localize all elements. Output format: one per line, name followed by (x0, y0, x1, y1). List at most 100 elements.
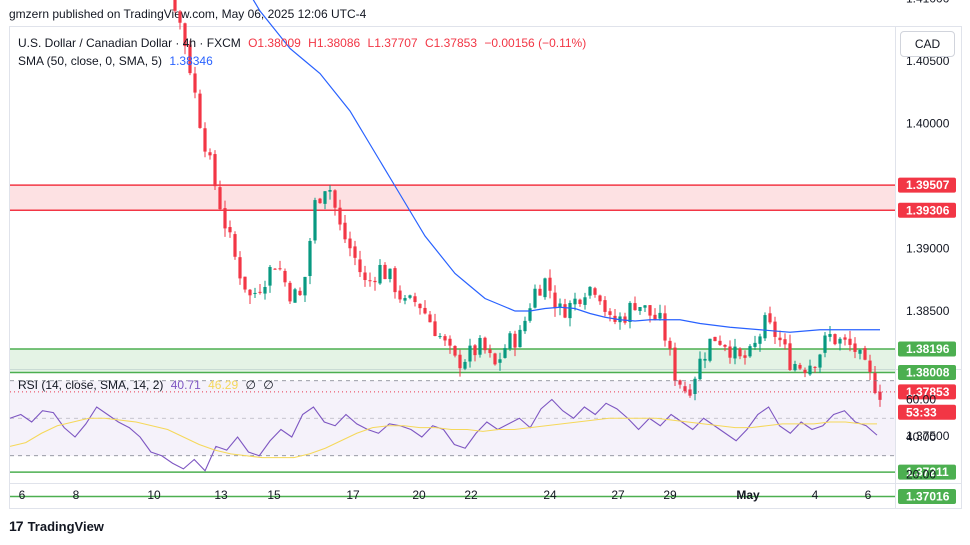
candle-body (283, 270, 287, 283)
candle-body (458, 354, 462, 369)
time-tick-label: 13 (214, 488, 228, 502)
close-value: C1.37853 (424, 36, 477, 50)
footer-brand: 17 TradingView (9, 518, 104, 534)
candle-body (878, 391, 882, 400)
candle-body (258, 291, 262, 293)
candle-body (493, 353, 497, 365)
zone-fill-1 (10, 349, 895, 373)
price-label-box (898, 404, 956, 420)
candle-body (848, 338, 852, 345)
candle-body (828, 334, 832, 337)
symbol-title[interactable]: U.S. Dollar / Canadian Dollar · 4h · FXC… (18, 36, 241, 50)
candle-body (648, 305, 652, 316)
candle-body (293, 289, 297, 303)
candle-body (523, 320, 527, 332)
candle-body (338, 207, 342, 225)
candle-body (838, 338, 842, 344)
currency-button[interactable]: CAD (900, 31, 955, 57)
candle-body (698, 358, 702, 380)
price-label-box (898, 464, 956, 480)
candle-body (413, 296, 417, 303)
candle-body (438, 336, 442, 338)
rsi-ma-value: 46.29 (208, 378, 239, 392)
candle-body (708, 338, 712, 361)
candle-body (188, 44, 192, 74)
candle-body (528, 308, 532, 321)
candle-body (388, 268, 392, 279)
price-label-text: 1.38196 (906, 342, 950, 356)
legend-line-1: U.S. Dollar / Canadian Dollar · 4h · FXC… (18, 34, 586, 52)
candle-body (873, 373, 877, 394)
rsi-label[interactable]: RSI (14, close, SMA, 14, 2) (18, 378, 164, 392)
candle-body (658, 312, 662, 319)
candle-body (488, 349, 492, 354)
price-label-text: 1.37211 (906, 465, 949, 479)
candle-body (428, 314, 432, 323)
price-label-box (898, 341, 956, 357)
main-legend: U.S. Dollar / Canadian Dollar · 4h · FXC… (18, 34, 586, 70)
price-label-text: 1.39306 (906, 203, 950, 217)
candle-body (448, 338, 452, 346)
candle-body (638, 306, 642, 311)
candle-body (313, 200, 317, 241)
candle-body (758, 336, 762, 344)
candle-body (513, 333, 517, 348)
candle-body (318, 198, 322, 204)
candle-body (833, 334, 837, 345)
price-tick-label: 1.40000 (906, 117, 950, 131)
rsi-extra-2: ∅ (263, 378, 274, 392)
candle-body (743, 355, 747, 358)
candle-body (543, 278, 547, 298)
chart-frame[interactable] (9, 26, 962, 509)
candle-body (853, 343, 857, 352)
candle-body (468, 345, 472, 362)
candle-body (278, 268, 282, 270)
candle-body (748, 346, 752, 357)
candle-body (473, 345, 477, 356)
candle-body (408, 295, 412, 298)
sma-label[interactable]: SMA (50, close, 0, SMA, 5) (18, 54, 163, 68)
price-tick-label: 1.37500 (906, 429, 950, 443)
price-tick-label: 1.38500 (906, 304, 950, 318)
candle-body (403, 298, 407, 301)
candle-body (503, 348, 507, 358)
sma-value: 1.38346 (169, 54, 213, 68)
price-label-text: 53:33 (906, 405, 937, 419)
price-label-box (898, 365, 956, 380)
candle-body (538, 288, 542, 296)
candle-body (548, 277, 552, 291)
candle-body (193, 73, 197, 93)
price-label-box (898, 489, 956, 504)
price-label-text: 1.38008 (906, 366, 950, 380)
rsi-legend: RSI (14, close, SMA, 14, 2) 40.71 46.29 … (18, 378, 274, 392)
time-tick-label: 10 (147, 488, 161, 502)
candle-body (323, 191, 327, 204)
candle-body (568, 302, 572, 319)
candle-body (858, 349, 862, 354)
candle-body (443, 336, 447, 341)
candle-body (298, 290, 302, 296)
candle-body (308, 240, 312, 277)
candle-body (808, 365, 812, 375)
legend-line-2: SMA (50, close, 0, SMA, 5) 1.38346 (18, 52, 586, 70)
candle-body (218, 187, 222, 210)
candle-body (863, 348, 867, 360)
high-value: H1.38086 (308, 36, 361, 50)
candle-body (243, 276, 247, 290)
candle-body (633, 303, 637, 311)
candle-body (358, 259, 362, 273)
rsi-value: 40.71 (170, 378, 201, 392)
candle-body (573, 298, 577, 305)
time-tick-label: 29 (663, 488, 677, 502)
rsi-tick-label: 60.00 (906, 393, 936, 407)
candle-body (383, 264, 387, 280)
candle-body (483, 337, 487, 351)
candle-body (628, 302, 632, 322)
publisher-line: gmzern published on TradingView.com, May… (9, 7, 367, 21)
price-tick-label: 1.39000 (906, 242, 950, 256)
candle-body (738, 348, 742, 357)
candle-body (478, 338, 482, 355)
price-label-text: 1.37853 (906, 385, 950, 399)
time-tick-label: 24 (543, 488, 557, 502)
